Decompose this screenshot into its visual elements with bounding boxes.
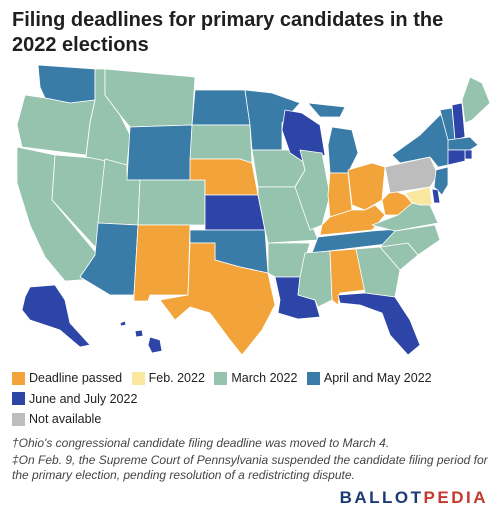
footnotes: †Ohio's congressional candidate filing d… bbox=[12, 436, 488, 485]
legend-swatch bbox=[131, 371, 145, 385]
state-ri[interactable] bbox=[464, 149, 473, 160]
legend-swatch bbox=[214, 371, 228, 385]
legend-swatch bbox=[12, 392, 25, 405]
state-hi[interactable] bbox=[119, 320, 163, 354]
state-nj[interactable] bbox=[433, 166, 449, 196]
state-md[interactable] bbox=[404, 186, 433, 206]
state-mn[interactable] bbox=[244, 89, 301, 151]
state-ma[interactable] bbox=[447, 136, 479, 151]
legend-item-june-july-2022: June and July 2022 bbox=[12, 390, 137, 408]
state-ky[interactable] bbox=[319, 204, 386, 236]
state-ny[interactable] bbox=[391, 114, 451, 168]
state-sd[interactable] bbox=[189, 124, 253, 164]
legend-swatch bbox=[12, 412, 25, 426]
state-oh[interactable] bbox=[347, 162, 386, 211]
state-nh[interactable] bbox=[451, 102, 466, 141]
state-me[interactable] bbox=[461, 76, 491, 124]
state-co[interactable] bbox=[137, 179, 206, 226]
state-in[interactable] bbox=[327, 172, 353, 218]
state-or[interactable] bbox=[16, 94, 96, 156]
legend-item-march-2022: March 2022 bbox=[214, 369, 297, 387]
legend-swatch bbox=[12, 371, 25, 385]
state-fl[interactable] bbox=[337, 292, 421, 356]
state-ct[interactable] bbox=[447, 149, 466, 166]
state-il[interactable] bbox=[294, 149, 331, 231]
state-wa[interactable] bbox=[37, 64, 96, 104]
footnote-pennsylvania: ‡On Feb. 9, the Supreme Court of Pennsyl… bbox=[12, 453, 488, 482]
state-tx[interactable] bbox=[159, 242, 276, 356]
state-nc[interactable] bbox=[379, 224, 441, 256]
legend-item-april-may-2022: April and May 2022 bbox=[306, 369, 432, 387]
state-de[interactable] bbox=[431, 188, 441, 204]
ballotpedia-logo[interactable]: BALLOTPEDIA bbox=[339, 488, 488, 507]
state-nm[interactable] bbox=[133, 224, 191, 302]
legend: Deadline passed Feb. 2022 March 2022 Apr… bbox=[12, 369, 482, 431]
footnote-ohio: †Ohio's congressional candidate filing d… bbox=[12, 436, 390, 450]
legend-item-feb-2022: Feb. 2022 bbox=[131, 369, 205, 387]
state-wy[interactable] bbox=[126, 124, 193, 181]
legend-swatch bbox=[306, 371, 320, 385]
page-title: Filing deadlines for primary candidates … bbox=[12, 9, 444, 56]
legend-item-deadline-passed: Deadline passed bbox=[12, 369, 122, 387]
state-nd[interactable] bbox=[191, 89, 251, 126]
state-ak[interactable] bbox=[21, 284, 91, 348]
state-ga[interactable] bbox=[355, 246, 401, 298]
us-map bbox=[0, 55, 500, 365]
legend-item-not-available: Not available bbox=[12, 410, 101, 428]
state-ks[interactable] bbox=[204, 194, 266, 231]
